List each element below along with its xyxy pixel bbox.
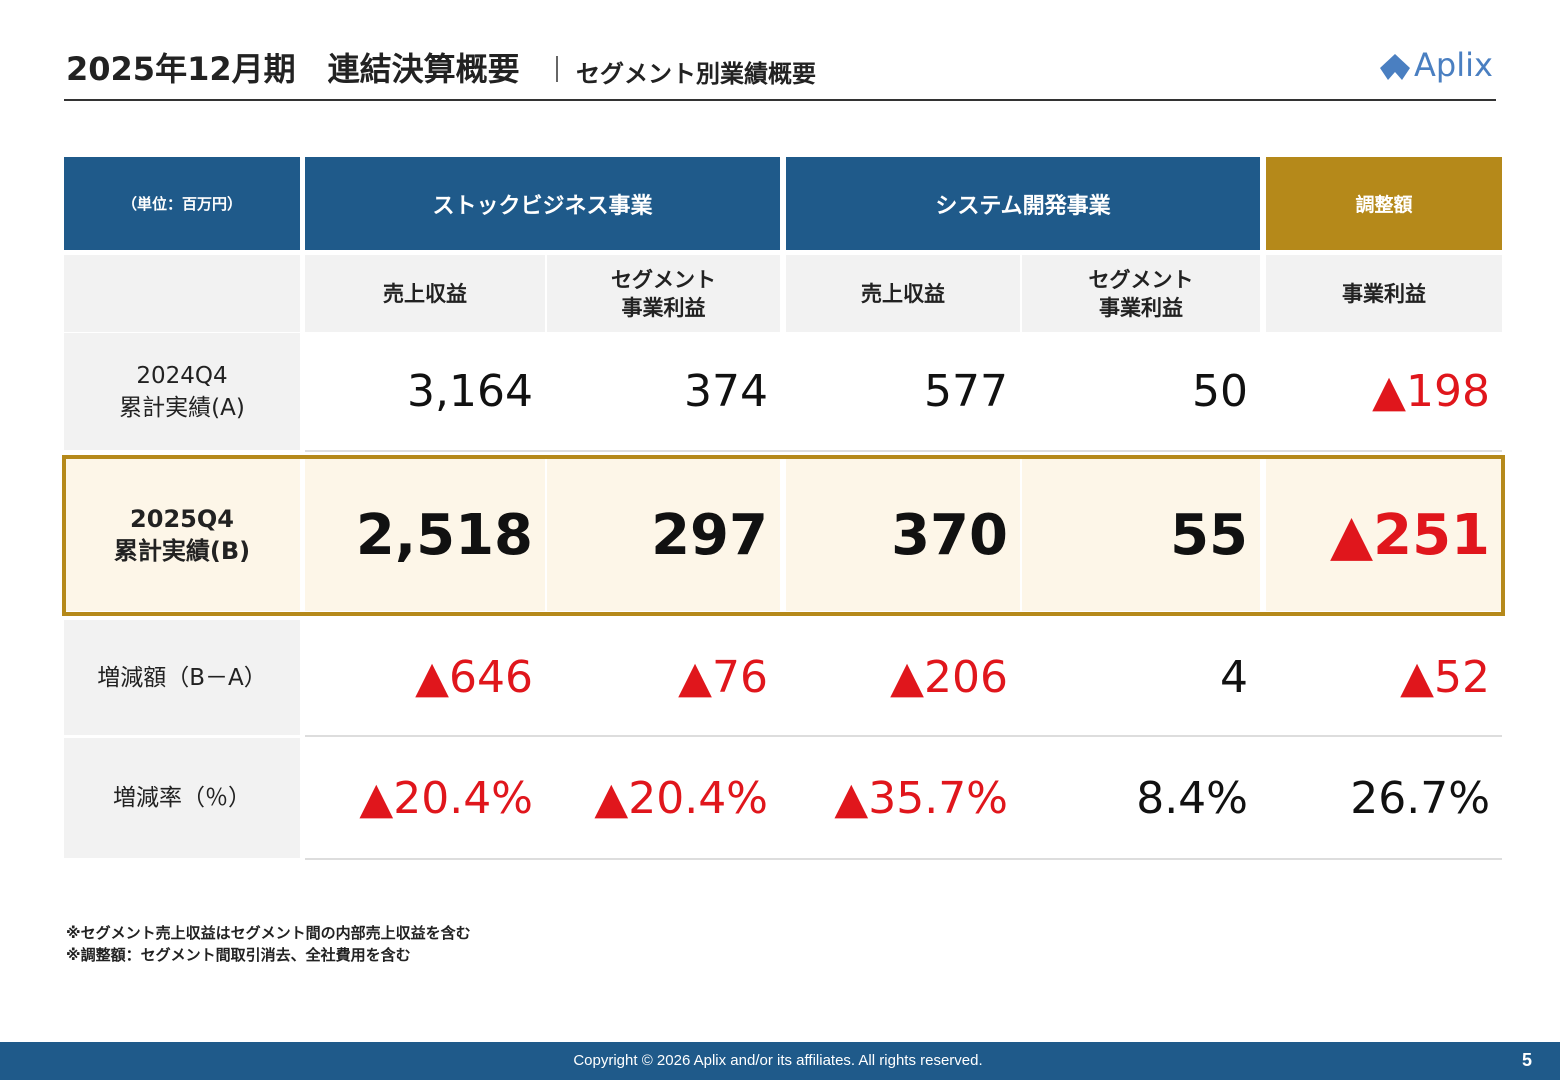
divider: [556, 56, 558, 82]
value: 4: [1220, 652, 1248, 703]
column-header: 売上収益: [786, 255, 1020, 332]
column-header: 事業利益: [1266, 255, 1502, 332]
value-cell: ▲206: [786, 620, 1020, 735]
row-label: 増減額（B－A）: [97, 664, 267, 691]
value: 3,164: [407, 366, 533, 417]
value-cell: 4: [1022, 620, 1260, 735]
row-label-cell: 増減率（％）: [64, 738, 300, 858]
subtitle: セグメント別業績概要: [576, 60, 816, 88]
value: ▲52: [1400, 652, 1490, 703]
column-label: セグメント: [1088, 267, 1194, 292]
value-cell: ▲52: [1266, 620, 1502, 735]
value: 50: [1192, 366, 1248, 417]
value-cell: 374: [547, 333, 780, 450]
row-label: 累計実績(A): [119, 394, 245, 421]
value: 370: [891, 502, 1008, 568]
row-label: 累計実績(B): [113, 537, 251, 565]
row-label: 増減率（％）: [113, 785, 251, 811]
value: 26.7%: [1350, 772, 1490, 824]
row-label-cell: 増減額（B－A）: [64, 620, 300, 735]
unit: （単位：百万円）: [121, 195, 242, 213]
copyright: Copyright © 2026 Aplix and/or its affili…: [573, 1052, 983, 1069]
notes: ※セグメント売上収益はセグメント間の内部売上収益を含む ※調整額：セグメント間取…: [66, 922, 471, 966]
highlight-border: [62, 455, 1505, 616]
value: 297: [651, 502, 768, 568]
value-cell: ▲20.4%: [305, 738, 545, 858]
group-label: システム開発事業: [935, 193, 1111, 219]
value: 8.4%: [1136, 772, 1248, 824]
value-cell: 370: [786, 459, 1020, 611]
note: ※調整額：セグメント間取引消去、全社費用を含む: [66, 946, 411, 964]
value: 2,518: [355, 502, 533, 568]
value: ▲251: [1330, 502, 1490, 568]
column-header: セグメント 事業利益: [1022, 255, 1260, 332]
value: ▲20.4%: [359, 772, 533, 824]
value-cell: 8.4%: [1022, 738, 1260, 858]
value: 577: [924, 366, 1008, 417]
header-rule: [64, 99, 1496, 101]
row-label: 2025Q4: [130, 505, 234, 533]
title: 2025年12月期 連結決算概要: [66, 50, 520, 88]
value-cell: ▲198: [1266, 333, 1502, 450]
row-rule: [305, 858, 1502, 860]
footer-bar: [0, 1042, 1560, 1080]
logo: Aplix: [1414, 46, 1493, 84]
row-label: 2024Q4: [136, 362, 228, 389]
column-label: 売上収益: [383, 281, 467, 306]
row-label-cell: 2025Q4 累計実績(B): [64, 459, 300, 611]
value-cell: ▲20.4%: [547, 738, 780, 858]
value-cell: 55: [1022, 459, 1260, 611]
column-header: 売上収益: [305, 255, 545, 332]
row-rule: [305, 735, 1502, 737]
group-label: 調整額: [1355, 194, 1413, 216]
value: 55: [1170, 502, 1248, 568]
column-label: 売上収益: [861, 281, 945, 306]
value-cell: 297: [547, 459, 780, 611]
logo-mark: [1380, 54, 1410, 80]
value-cell: 50: [1022, 333, 1260, 450]
value-cell: ▲646: [305, 620, 545, 735]
column-label: 事業利益: [1342, 281, 1426, 306]
group-header: システム開発事業: [786, 157, 1260, 250]
column-label: 事業利益: [621, 295, 706, 320]
value: ▲198: [1372, 366, 1490, 417]
page-number: 5: [1522, 1050, 1533, 1070]
value: 374: [684, 366, 768, 417]
row-label-cell: 2024Q4 累計実績(A): [64, 333, 300, 450]
value-cell: 3,164: [305, 333, 545, 450]
group-label: ストックビジネス事業: [432, 193, 653, 219]
value-cell: 577: [786, 333, 1020, 450]
value: ▲20.4%: [594, 772, 768, 824]
subheader-blank: [64, 255, 300, 332]
column-label: セグメント: [611, 267, 716, 292]
value: ▲76: [678, 652, 768, 703]
value-cell: 26.7%: [1266, 738, 1502, 858]
value-cell: ▲251: [1266, 459, 1502, 611]
note: ※セグメント売上収益はセグメント間の内部売上収益を含む: [66, 924, 471, 942]
value-cell: ▲35.7%: [786, 738, 1020, 858]
row-rule: [305, 450, 1502, 452]
value: ▲35.7%: [834, 772, 1008, 824]
group-header: ストックビジネス事業: [305, 157, 780, 250]
value: ▲206: [890, 652, 1008, 703]
value: ▲646: [415, 652, 533, 703]
unit-cell: （単位：百万円）: [64, 157, 300, 250]
value-cell: ▲76: [547, 620, 780, 735]
value-cell: 2,518: [305, 459, 545, 611]
column-label: 事業利益: [1099, 295, 1183, 320]
column-header: セグメント 事業利益: [547, 255, 780, 332]
group-header: 調整額: [1266, 157, 1502, 250]
